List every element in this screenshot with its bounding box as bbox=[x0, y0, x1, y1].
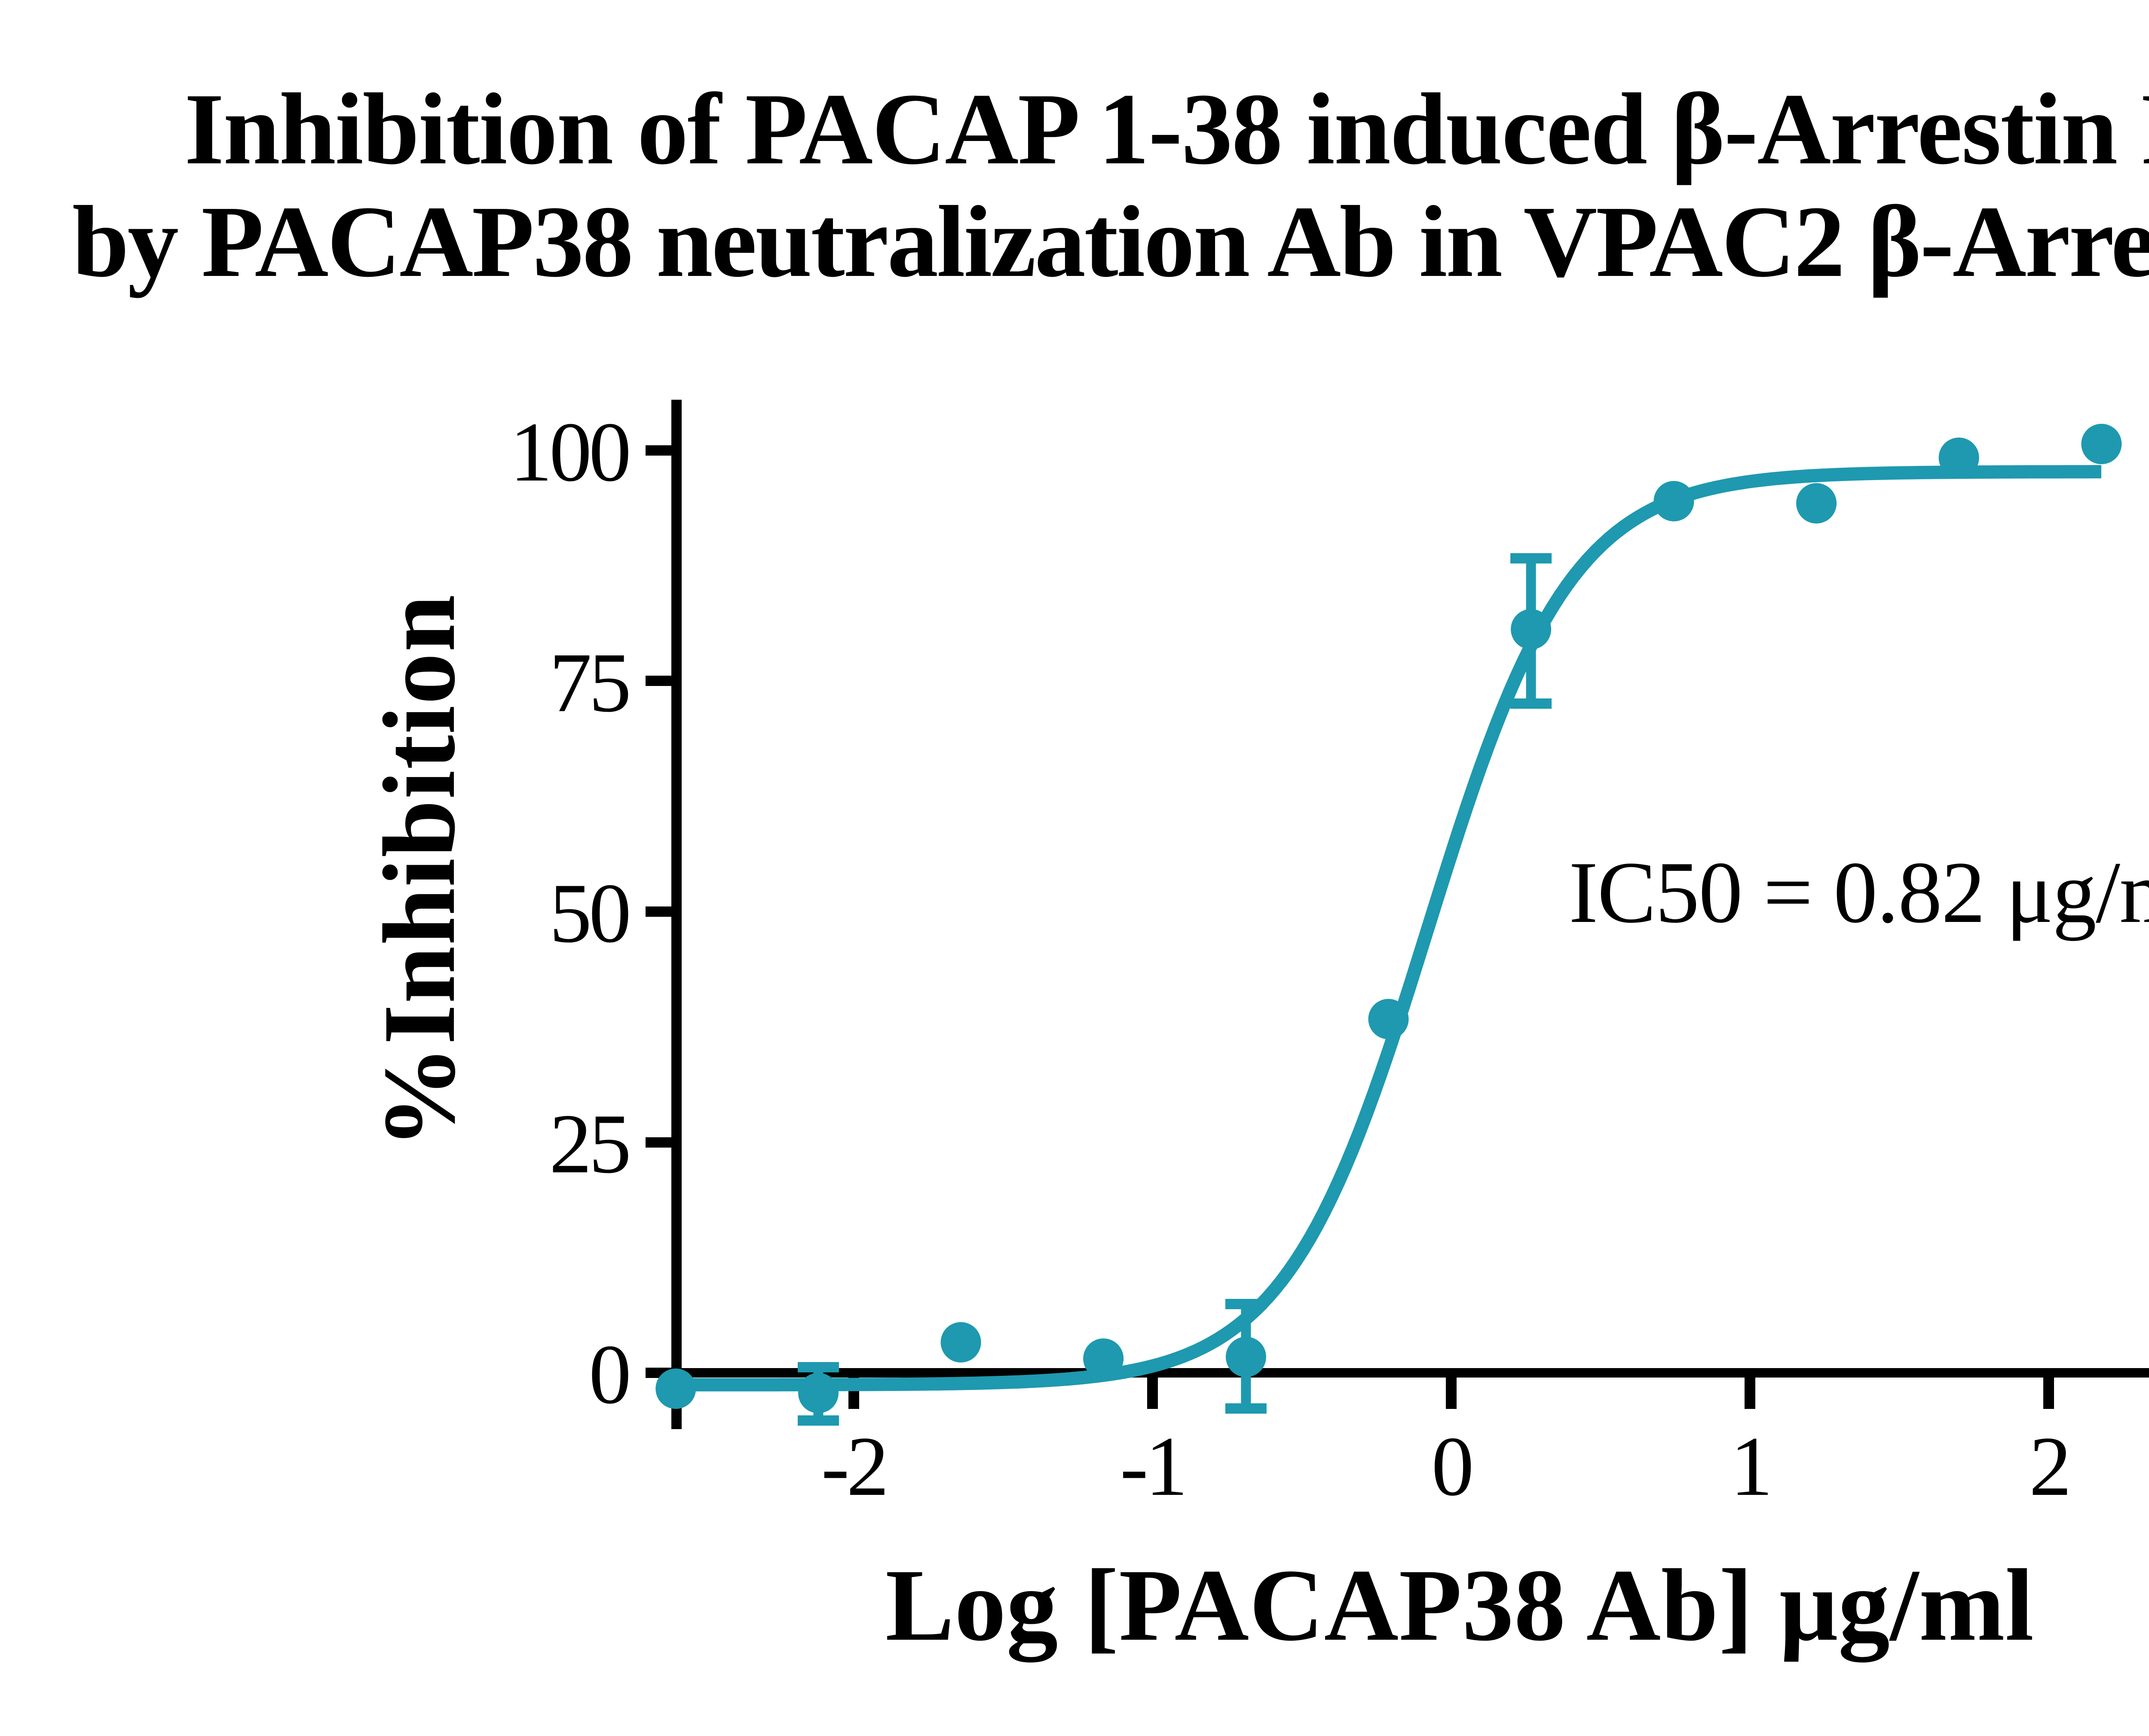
svg-text:-1: -1 bbox=[1120, 1419, 1185, 1513]
svg-text:IC50 = 0.82 μg/ml: IC50 = 0.82 μg/ml bbox=[1569, 844, 2149, 941]
svg-text:by PACAP38 neutralization Ab i: by PACAP38 neutralization Ab in VPAC2 β-… bbox=[72, 185, 2149, 298]
svg-text:75: 75 bbox=[549, 636, 628, 730]
svg-text:-2: -2 bbox=[821, 1419, 886, 1513]
svg-text:2: 2 bbox=[2029, 1419, 2069, 1513]
svg-text:%Inhibition: %Inhibition bbox=[362, 595, 476, 1149]
svg-text:0: 0 bbox=[1432, 1419, 1471, 1513]
svg-text:Log [PACAP38 Ab] μg/ml: Log [PACAP38 Ab] μg/ml bbox=[885, 1548, 2034, 1663]
svg-text:50: 50 bbox=[549, 866, 628, 960]
svg-text:25: 25 bbox=[549, 1097, 628, 1191]
svg-text:0: 0 bbox=[589, 1327, 628, 1421]
svg-text:1: 1 bbox=[1730, 1419, 1770, 1513]
svg-text:100: 100 bbox=[510, 405, 628, 499]
svg-text:Inhibition of PACAP 1-38 induc: Inhibition of PACAP 1-38 induced β-Arres… bbox=[184, 73, 2149, 186]
